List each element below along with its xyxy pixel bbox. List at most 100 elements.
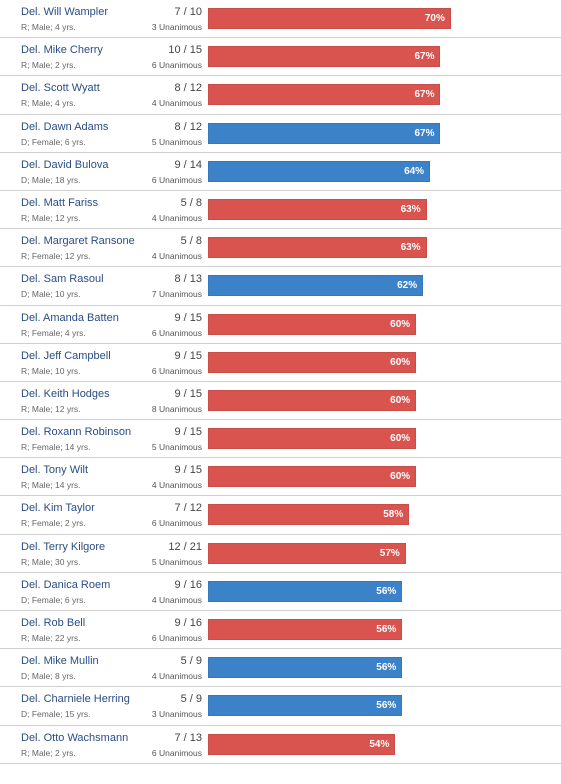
unanimous-count: 4 Unanimous	[151, 251, 202, 262]
percentage-bar: 56%	[208, 695, 403, 717]
delegate-meta: R; Female; 12 yrs.	[21, 251, 91, 262]
percentage-bar: 58%	[208, 504, 410, 526]
delegate-row: Del. Charniele Herring D; Female; 15 yrs.…	[0, 687, 561, 726]
percentage-label: 57%	[379, 547, 400, 559]
bills-fraction: 8 / 12	[174, 82, 202, 95]
percentage-bar: 60%	[208, 466, 417, 488]
bills-fraction: 7 / 12	[174, 502, 202, 515]
delegate-row: Del. Tony Wilt R; Male; 14 yrs. 9 / 15 4 Un…	[0, 458, 561, 497]
delegate-meta: D; Female; 15 yrs.	[21, 709, 91, 720]
percentage-label: 63%	[400, 203, 421, 215]
delegate-meta: R; Male; 22 yrs.	[21, 633, 81, 643]
unanimous-count: 4 Unanimous	[151, 212, 202, 223]
percentage-label: 67%	[414, 89, 435, 101]
unanimous-count: 5 Unanimous	[151, 136, 202, 147]
bills-fraction: 5 / 9	[180, 655, 202, 668]
delegate-name-link[interactable]: Del. Margaret Ransone	[21, 235, 135, 248]
delegate-name-link[interactable]: Del. Mike Mullin	[21, 655, 99, 668]
unanimous-count: 5 Unanimous	[151, 442, 202, 453]
delegate-meta: R; Male; 12 yrs.	[21, 212, 81, 223]
delegate-name-link[interactable]: Del. Roxann Robinson	[21, 426, 132, 439]
bills-fraction: 9 / 15	[174, 464, 202, 477]
percentage-bar: 56%	[208, 657, 403, 679]
delegate-name-link[interactable]: Del. Sam Rasoul	[21, 273, 104, 286]
unanimous-count: 4 Unanimous	[151, 594, 202, 605]
delegate-name-link[interactable]: Del. Charniele Herring	[21, 693, 130, 706]
percentage-bar: 67%	[208, 84, 441, 106]
bills-fraction: 9 / 16	[174, 617, 202, 629]
bills-fraction: 7 / 10	[174, 6, 202, 18]
percentage-bar: 56%	[208, 619, 403, 640]
delegate-row: Del. Otto Wachsmann R; Male; 2 yrs. 7 / 13…	[0, 726, 561, 764]
unanimous-count: 3 Unanimous	[151, 22, 202, 32]
delegate-row: Del. Kim Taylor R; Female; 2 yrs. 7 / 12 6 …	[0, 496, 561, 535]
bills-fraction: 12 / 21	[168, 540, 202, 553]
percentage-label: 67%	[414, 127, 435, 139]
delegate-row: Del. Will Wampler R; Male; 4 yrs. 7 / 10 3 …	[0, 0, 561, 39]
percentage-bar: 64%	[208, 160, 431, 182]
percentage-bar: 63%	[208, 198, 427, 220]
delegate-name-link[interactable]: Del. Will Wampler	[21, 6, 108, 18]
delegate-meta: R; Male; 30 yrs.	[21, 556, 81, 567]
percentage-label: 60%	[390, 471, 411, 483]
percentage-bar: 54%	[208, 733, 396, 755]
delegate-row: Del. Matt Fariss R; Male; 12 yrs. 5 / 8 4 U…	[0, 191, 561, 230]
unanimous-count: 6 Unanimous	[151, 747, 202, 758]
percentage-label: 60%	[390, 394, 411, 406]
delegate-meta: D; Female; 6 yrs.	[21, 594, 86, 605]
delegate-row: Del. Scott Wyatt R; Male; 4 yrs. 8 / 12 4 U…	[0, 76, 561, 115]
delegate-row: Del. Amanda Batten R; Female; 4 yrs. 9 / 1…	[0, 306, 561, 344]
percentage-bar: 60%	[208, 428, 417, 450]
unanimous-count: 6 Unanimous	[151, 327, 202, 338]
percentage-label: 63%	[400, 242, 421, 254]
percentage-bar: 60%	[208, 351, 417, 373]
percentage-bar: 67%	[208, 46, 441, 68]
delegate-meta: R; Female; 2 yrs.	[21, 518, 86, 529]
percentage-label: 70%	[424, 13, 445, 24]
delegate-name-link[interactable]: Del. Terry Kilgore	[21, 540, 106, 553]
bills-fraction: 8 / 12	[174, 120, 202, 133]
delegate-meta: D; Male; 8 yrs.	[21, 671, 76, 682]
delegate-name-link[interactable]: Del. Otto Wachsmann	[21, 731, 129, 744]
delegate-name-link[interactable]: Del. Kim Taylor	[21, 502, 95, 515]
delegate-meta: R; Male; 14 yrs.	[21, 480, 81, 491]
delegate-name-link[interactable]: Del. Amanda Batten	[21, 311, 119, 324]
delegate-name-link[interactable]: Del. Rob Bell	[21, 617, 86, 629]
bills-fraction: 5 / 9	[180, 693, 202, 706]
delegate-row: Del. Mike Mullin D; Male; 8 yrs. 5 / 9 4 Un…	[0, 649, 561, 688]
delegate-meta: R; Male; 4 yrs.	[21, 98, 76, 109]
bills-fraction: 9 / 15	[174, 387, 202, 400]
unanimous-count: 5 Unanimous	[151, 556, 202, 567]
percentage-label: 60%	[390, 318, 411, 330]
unanimous-count: 8 Unanimous	[151, 403, 202, 414]
delegate-name-link[interactable]: Del. Matt Fariss	[21, 196, 99, 209]
unanimous-count: 4 Unanimous	[151, 98, 202, 109]
delegate-name-link[interactable]: Del. Danica Roem	[21, 578, 111, 591]
unanimous-count: 6 Unanimous	[151, 518, 202, 529]
percentage-label: 60%	[390, 433, 411, 445]
delegate-name-link[interactable]: Del. David Bulova	[21, 158, 109, 171]
delegate-name-link[interactable]: Del. Dawn Adams	[21, 120, 109, 133]
percentage-bar: 70%	[208, 8, 451, 29]
delegate-name-link[interactable]: Del. Scott Wyatt	[21, 82, 100, 95]
delegate-meta: R; Female; 4 yrs.	[21, 327, 86, 338]
bills-fraction: 7 / 13	[174, 731, 202, 744]
unanimous-count: 6 Unanimous	[151, 365, 202, 376]
delegate-name-link[interactable]: Del. Keith Hodges	[21, 387, 110, 400]
delegate-meta: R; Female; 14 yrs.	[21, 442, 91, 453]
delegate-name-link[interactable]: Del. Jeff Campbell	[21, 349, 111, 362]
delegate-name-link[interactable]: Del. Mike Cherry	[21, 44, 103, 57]
percentage-label: 56%	[376, 624, 397, 635]
delegate-row: Del. Roxann Robinson R; Female; 14 yrs. 9 …	[0, 420, 561, 459]
percentage-bar: 60%	[208, 389, 417, 411]
delegate-name-link[interactable]: Del. Tony Wilt	[21, 464, 89, 477]
bills-fraction: 9 / 15	[174, 426, 202, 439]
percentage-label: 56%	[376, 662, 397, 674]
unanimous-count: 6 Unanimous	[151, 60, 202, 71]
delegate-meta: R; Male; 2 yrs.	[21, 60, 76, 71]
bills-fraction: 9 / 14	[174, 158, 202, 171]
percentage-label: 64%	[404, 165, 425, 177]
delegate-row: Del. Danica Roem D; Female; 6 yrs. 9 / 16 4…	[0, 573, 561, 611]
delegate-bar-list: Del. Will Wampler R; Male; 4 yrs. 7 / 10 3 …	[0, 0, 561, 764]
percentage-label: 60%	[390, 356, 411, 368]
